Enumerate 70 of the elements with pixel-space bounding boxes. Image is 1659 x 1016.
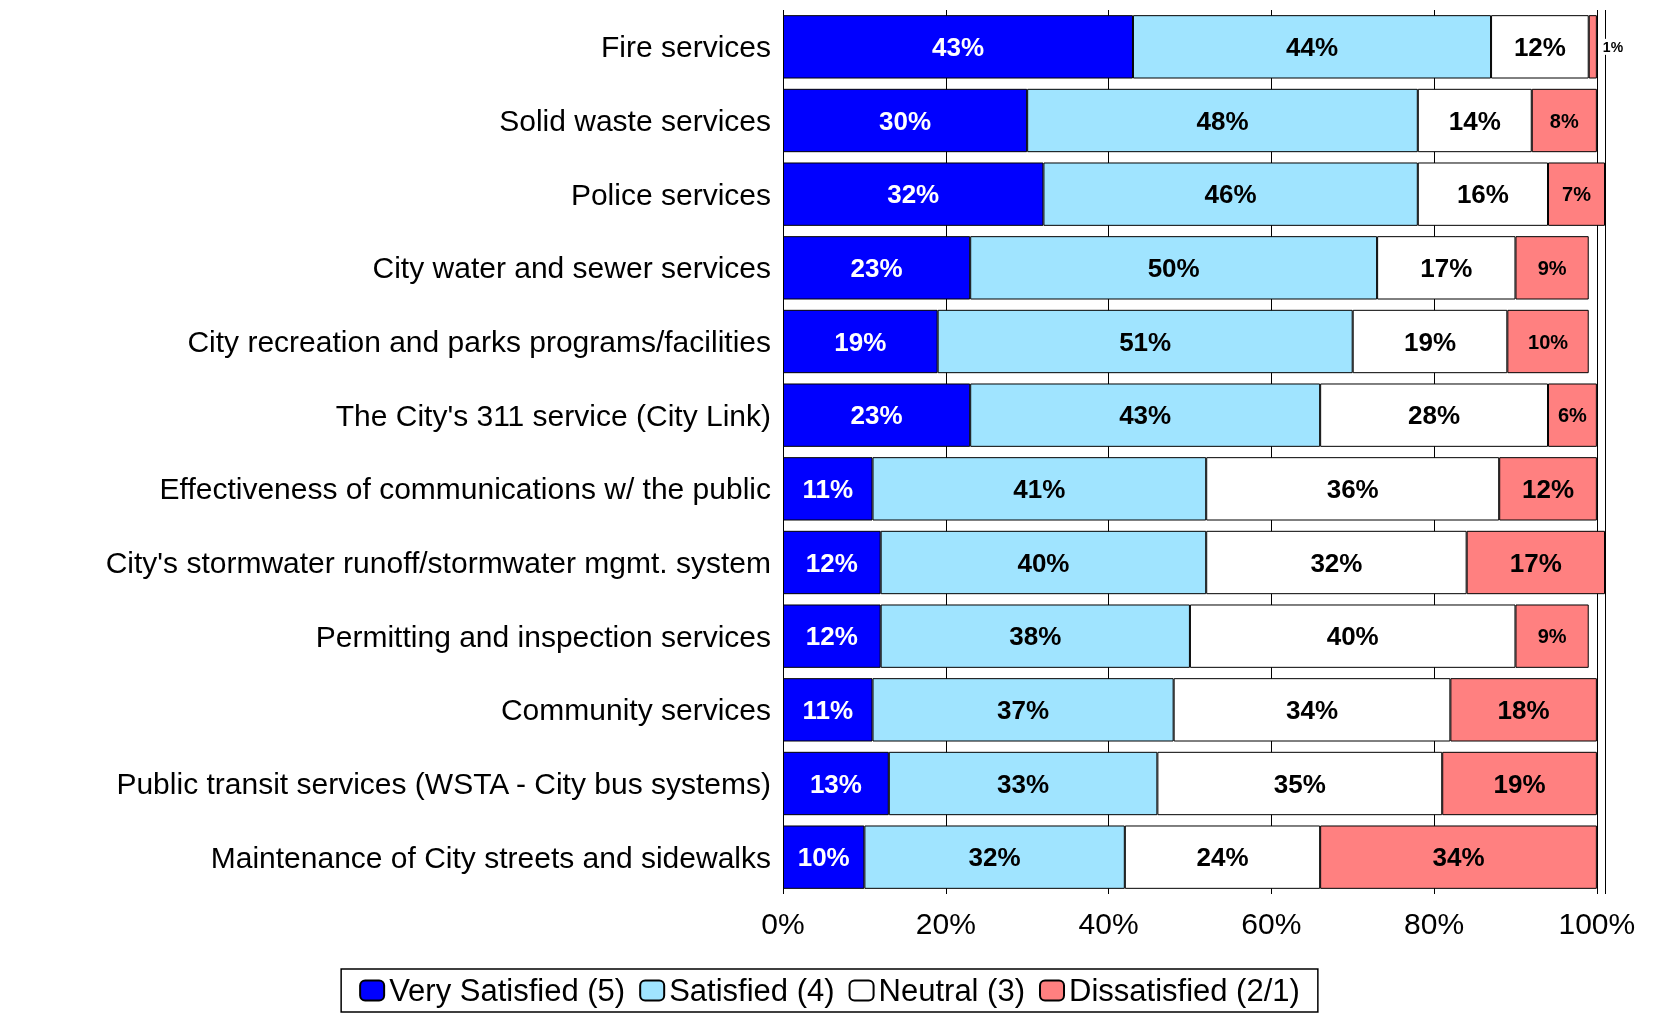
data-label: 12%: [1522, 473, 1575, 504]
data-label: 9%: [1537, 625, 1567, 648]
data-label: 1%: [1602, 38, 1624, 55]
y-tick-label: Permitting and inspection services: [315, 619, 771, 653]
data-label: 24%: [1196, 842, 1249, 873]
y-tick-label: Community services: [500, 693, 771, 727]
x-tick-label: 20%: [915, 906, 976, 940]
data-label: 50%: [1147, 252, 1200, 283]
data-label: 44%: [1285, 31, 1339, 62]
data-label: 41%: [1013, 473, 1066, 504]
data-label: 23%: [850, 400, 903, 431]
data-label: 35%: [1273, 768, 1326, 799]
data-label: 37%: [997, 694, 1050, 725]
data-label: 7%: [1562, 183, 1592, 206]
y-tick-label: Fire services: [600, 30, 771, 64]
data-label: 30%: [879, 105, 932, 136]
data-label: 33%: [997, 768, 1050, 799]
y-tick-label: Public transit services (WSTA - City bus systems): [116, 767, 771, 800]
data-label: 51%: [1119, 326, 1172, 357]
data-label: 19%: [1404, 326, 1457, 357]
x-tick-label: 80%: [1404, 906, 1465, 940]
x-tick-label: 40%: [1078, 906, 1139, 940]
legend-label: Neutral (3): [878, 973, 1026, 1008]
y-tick-label: City water and sewer services: [372, 251, 771, 285]
data-label: 34%: [1285, 694, 1339, 725]
data-label: 9%: [1537, 256, 1567, 279]
data-label: 17%: [1420, 252, 1473, 283]
y-tick-label: Police services: [570, 177, 771, 211]
data-label: 17%: [1509, 547, 1562, 578]
data-label: 32%: [1310, 547, 1363, 578]
data-label: 43%: [1119, 400, 1172, 431]
data-label: 8%: [1549, 109, 1579, 132]
data-label: 23%: [850, 252, 903, 283]
data-label: 10%: [797, 842, 850, 873]
data-label: 32%: [968, 842, 1021, 873]
data-label: 48%: [1196, 105, 1249, 136]
data-label: 46%: [1204, 179, 1257, 210]
data-label: 11%: [802, 473, 854, 504]
data-label: 28%: [1408, 400, 1461, 431]
legend-label: Dissatisfied (2/1): [1069, 973, 1300, 1008]
y-tick-label: Effectiveness of communications w/ the public: [159, 472, 771, 506]
data-label: 40%: [1326, 621, 1379, 652]
data-label: 13%: [809, 768, 862, 799]
data-label: 40%: [1017, 547, 1070, 578]
y-tick-label: City recreation and parks programs/facilities: [187, 325, 771, 358]
data-label: 38%: [1009, 621, 1062, 652]
x-tick-label: 100%: [1558, 906, 1636, 940]
y-tick-label: City's stormwater runoff/stormwater mgmt. system: [105, 546, 771, 579]
data-label: 36%: [1326, 473, 1379, 504]
data-label: 6%: [1557, 404, 1588, 427]
data-label: 10%: [1528, 330, 1569, 353]
data-label: 11%: [802, 694, 854, 725]
data-label: 18%: [1497, 694, 1550, 725]
data-label: 43%: [931, 31, 984, 62]
data-label: 19%: [1493, 768, 1546, 799]
legend-label: Very Satisfied (5): [389, 973, 626, 1008]
x-tick-label: 60%: [1241, 906, 1302, 940]
legend-label: Satisfied (4): [669, 973, 835, 1008]
data-label: 12%: [805, 621, 858, 652]
x-tick-label: 0%: [761, 906, 805, 940]
y-tick-label: Solid waste services: [499, 104, 771, 137]
data-label: 12%: [1513, 31, 1566, 62]
data-label: 16%: [1456, 179, 1509, 210]
data-label: 19%: [834, 326, 887, 357]
data-label: 34%: [1432, 842, 1485, 873]
y-tick-label: The City's 311 service (City Link): [335, 398, 771, 432]
y-tick-label: Maintenance of City streets and sidewalks: [210, 840, 771, 874]
data-label: 14%: [1448, 105, 1501, 136]
data-label: 12%: [805, 547, 858, 578]
data-label: 32%: [887, 179, 940, 210]
